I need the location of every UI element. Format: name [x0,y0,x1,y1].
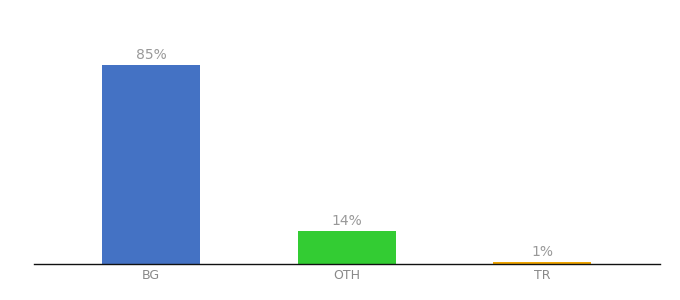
Bar [494,262,591,264]
Bar [103,65,200,264]
Bar [298,231,396,264]
Text: 85%: 85% [136,48,167,62]
Text: 1%: 1% [531,245,554,259]
Text: 14%: 14% [331,214,362,228]
